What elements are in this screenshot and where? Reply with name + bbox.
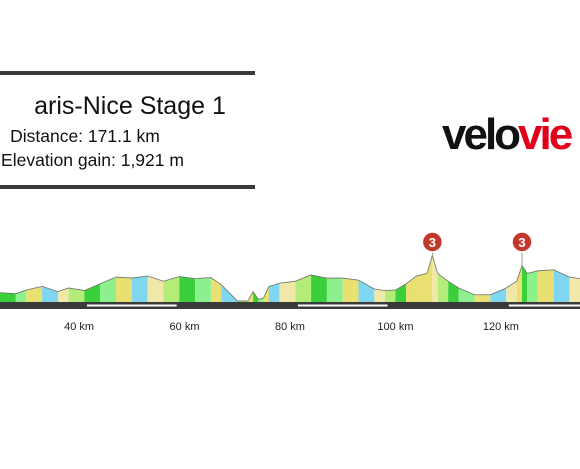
profile-segment <box>147 276 164 302</box>
profile-segment <box>311 274 327 302</box>
profile-segment <box>342 278 359 302</box>
profile-segment <box>210 277 222 302</box>
distance-stripe <box>508 304 580 307</box>
x-tick-label: 40 km <box>64 321 95 333</box>
profile-segment <box>437 273 449 302</box>
climb-category-label: 3 <box>518 235 525 250</box>
profile-segment <box>384 290 396 302</box>
profile-segment <box>474 294 491 302</box>
climb-category-label: 3 <box>429 235 436 250</box>
profile-segment <box>42 286 58 302</box>
profile-segment <box>427 255 433 302</box>
profile-segment <box>326 278 343 302</box>
profile-segment <box>406 276 417 302</box>
profile-segment <box>358 280 375 302</box>
profile-segment <box>116 277 132 302</box>
x-tick-label: 100 km <box>377 321 414 333</box>
logo-part-velo: velo <box>442 110 521 159</box>
climb-category-badge <box>511 231 533 253</box>
profile-segment <box>395 283 406 302</box>
profile-segment <box>58 287 69 302</box>
distance-text: Distance: 171.1 km <box>10 126 160 146</box>
profile-segment <box>432 255 438 302</box>
x-tick-label: 120 km <box>482 321 519 333</box>
distance-stripe <box>87 304 177 307</box>
profile-segment <box>522 265 528 302</box>
profile-segment <box>26 286 43 302</box>
profile-segment <box>416 273 428 302</box>
profile-segment <box>516 265 522 302</box>
profile-segment <box>84 283 101 302</box>
profile-segment <box>569 277 580 302</box>
profile-segment <box>268 283 280 302</box>
profile-segment <box>553 269 570 302</box>
profile-segment <box>131 276 148 302</box>
profile-segment <box>258 297 264 302</box>
profile-segment <box>179 276 196 302</box>
profile-segment <box>458 287 475 302</box>
profile-segment <box>374 289 385 302</box>
profile-outline <box>0 253 580 302</box>
profile-segment <box>263 286 269 302</box>
velo-viewer-logo: velovie <box>442 110 573 160</box>
title-box: aris-Nice Stage 1 Distance: 171.1 km Ele… <box>0 71 255 189</box>
profile-segment <box>279 281 296 302</box>
elevation-gain-text: Elevation gain: 1,921 m <box>1 150 184 170</box>
profile-segment <box>100 277 116 302</box>
stage-title: aris-Nice Stage 1 <box>34 92 226 120</box>
profile-segment <box>490 287 507 302</box>
logo-part-view: vie <box>518 110 573 159</box>
climb-category-badge <box>421 231 444 253</box>
profile-segment <box>527 270 538 302</box>
x-tick-label: 80 km <box>275 321 305 333</box>
profile-segment <box>295 274 312 302</box>
x-tick-label: 60 km <box>169 321 200 333</box>
profile-segment <box>0 292 16 302</box>
profile-segment <box>163 276 180 302</box>
profile-segment <box>195 277 211 302</box>
profile-segment <box>68 287 85 302</box>
ground-bar <box>0 302 580 309</box>
profile-segment <box>537 269 554 302</box>
distance-stripe <box>297 304 388 307</box>
